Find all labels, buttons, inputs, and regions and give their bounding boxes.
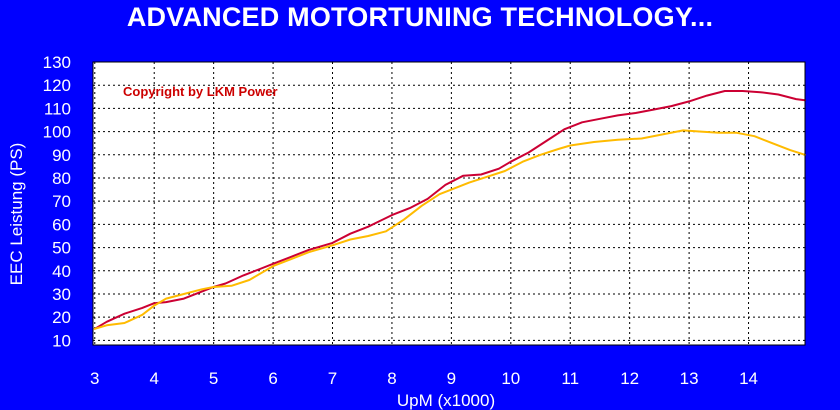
y-tick-label: 30 [52,285,71,304]
y-tick-label: 90 [52,146,71,165]
x-axis-label: UpM (x1000) [397,391,495,410]
x-tick-label: 10 [501,369,520,388]
x-tick-label: 14 [739,369,758,388]
y-tick-label: 120 [43,76,71,95]
x-tick-label: 7 [328,369,337,388]
y-tick-label: 110 [44,99,71,118]
y-tick-label: 130 [43,53,71,72]
y-tick-label: 40 [52,262,71,281]
x-tick-label: 4 [149,369,158,388]
series-layer [93,90,806,330]
x-tick-label: 5 [209,369,218,388]
y-tick-label: 50 [52,239,71,258]
x-axis: 3 4 5 6 7 8 9 10 11 12 13 14 [90,369,758,388]
x-tick-label: 11 [561,369,579,388]
x-tick-label: 6 [268,369,277,388]
y-tick-label: 60 [52,215,71,234]
y-tick-label: 20 [52,308,71,327]
chart-title: ADVANCED MOTORTUNING TECHNOLOGY... [126,2,714,32]
y-axis-label: EEC Leistung (PS) [7,143,26,286]
plot-border [92,61,806,346]
x-tick-label: 3 [90,369,99,388]
plot-area [93,62,805,345]
y-tick-label: 100 [43,123,71,142]
x-tick-label: 12 [620,369,639,388]
grid [93,61,805,345]
y-tick-label: 70 [52,192,71,211]
y-axis: 10 20 30 40 50 60 70 80 90 100 110 120 130 [43,53,71,350]
series-line-2 [93,129,806,330]
x-tick-label: 13 [680,369,699,388]
x-tick-label: 8 [387,369,396,388]
x-tick-label: 9 [447,369,456,388]
y-tick-label: 10 [52,331,71,350]
copyright-annotation: Copyright by LKM Power [123,84,278,99]
series-line-1 [93,90,806,330]
y-tick-label: 80 [52,169,71,188]
